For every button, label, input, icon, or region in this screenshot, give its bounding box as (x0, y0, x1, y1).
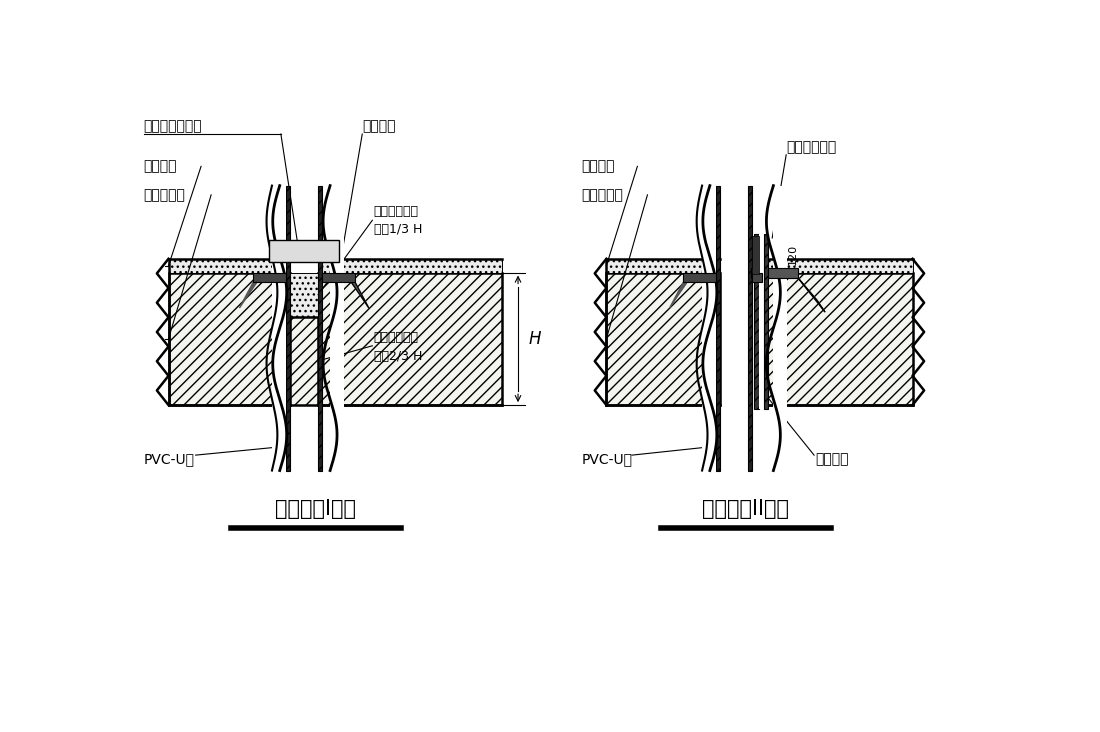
Text: PVC-U管: PVC-U管 (582, 452, 632, 466)
Bar (759, 234, 764, 409)
Text: 凝土1/3 H: 凝土1/3 H (374, 223, 422, 236)
Bar (764, 234, 768, 409)
Bar (755, 234, 759, 409)
Bar (318, 272, 502, 405)
Text: 楼面面层: 楼面面层 (582, 160, 615, 173)
Text: 止水翼环: 止水翼环 (362, 119, 396, 133)
Text: 凝土2/3 H: 凝土2/3 H (374, 350, 422, 363)
Bar (286, 186, 290, 471)
Bar (750, 268, 755, 277)
Bar (606, 272, 720, 405)
Text: PVC-U管: PVC-U管 (144, 452, 195, 466)
Bar (168, 259, 290, 272)
Text: 沥青油青嵌缝: 沥青油青嵌缝 (786, 140, 836, 154)
Bar (763, 259, 913, 272)
Bar (322, 272, 355, 282)
Bar (318, 186, 322, 471)
Text: 钢制套管: 钢制套管 (815, 452, 849, 466)
Polygon shape (240, 282, 257, 308)
Polygon shape (798, 277, 825, 312)
Text: 穿楼面（II型）: 穿楼面（II型） (703, 499, 790, 519)
Text: H: H (529, 330, 541, 348)
Bar (752, 236, 759, 274)
Polygon shape (670, 282, 688, 308)
Text: 穿楼面（I型）: 穿楼面（I型） (275, 499, 356, 519)
Text: 第二次浇捣混: 第二次浇捣混 (374, 204, 419, 217)
Bar (748, 186, 752, 471)
Bar (290, 317, 318, 405)
Bar (168, 272, 290, 405)
Bar (606, 259, 720, 272)
Bar (268, 240, 340, 262)
Bar (253, 272, 286, 282)
Bar (763, 272, 913, 405)
Text: 120: 120 (788, 244, 798, 265)
Bar (768, 268, 798, 277)
Bar (683, 272, 716, 282)
Bar (272, 186, 286, 471)
Text: 混凝土楼板: 混凝土楼板 (144, 188, 186, 202)
Bar (702, 186, 716, 471)
Text: 楼面面层: 楼面面层 (144, 160, 177, 173)
Bar (290, 272, 318, 317)
Polygon shape (351, 282, 369, 308)
Text: 第一次浇捣混: 第一次浇捣混 (374, 331, 419, 344)
Bar (318, 259, 502, 272)
Bar (773, 186, 788, 471)
Bar (716, 186, 720, 471)
Text: 水泥砂浆阻水圈: 水泥砂浆阻水圈 (144, 119, 202, 133)
Bar (752, 272, 762, 282)
Bar (330, 186, 344, 471)
Text: 混凝土楼板: 混凝土楼板 (582, 188, 624, 202)
